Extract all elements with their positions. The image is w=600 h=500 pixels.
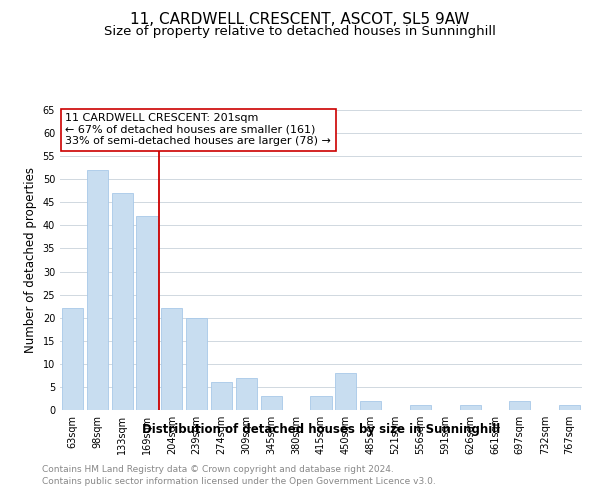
Bar — [161, 308, 182, 410]
Bar — [87, 170, 108, 410]
Text: Contains public sector information licensed under the Open Government Licence v3: Contains public sector information licen… — [42, 478, 436, 486]
Bar — [112, 193, 133, 410]
Text: Distribution of detached houses by size in Sunninghill: Distribution of detached houses by size … — [142, 422, 500, 436]
Bar — [211, 382, 232, 410]
Bar — [136, 216, 158, 410]
Bar — [310, 396, 332, 410]
Bar — [410, 406, 431, 410]
Text: 11 CARDWELL CRESCENT: 201sqm
← 67% of detached houses are smaller (161)
33% of s: 11 CARDWELL CRESCENT: 201sqm ← 67% of de… — [65, 113, 331, 146]
Y-axis label: Number of detached properties: Number of detached properties — [24, 167, 37, 353]
Bar — [559, 406, 580, 410]
Bar — [360, 401, 381, 410]
Bar — [335, 373, 356, 410]
Bar — [261, 396, 282, 410]
Bar — [236, 378, 257, 410]
Bar — [509, 401, 530, 410]
Text: Contains HM Land Registry data © Crown copyright and database right 2024.: Contains HM Land Registry data © Crown c… — [42, 465, 394, 474]
Bar — [460, 406, 481, 410]
Text: Size of property relative to detached houses in Sunninghill: Size of property relative to detached ho… — [104, 25, 496, 38]
Bar — [186, 318, 207, 410]
Bar — [62, 308, 83, 410]
Text: 11, CARDWELL CRESCENT, ASCOT, SL5 9AW: 11, CARDWELL CRESCENT, ASCOT, SL5 9AW — [130, 12, 470, 28]
